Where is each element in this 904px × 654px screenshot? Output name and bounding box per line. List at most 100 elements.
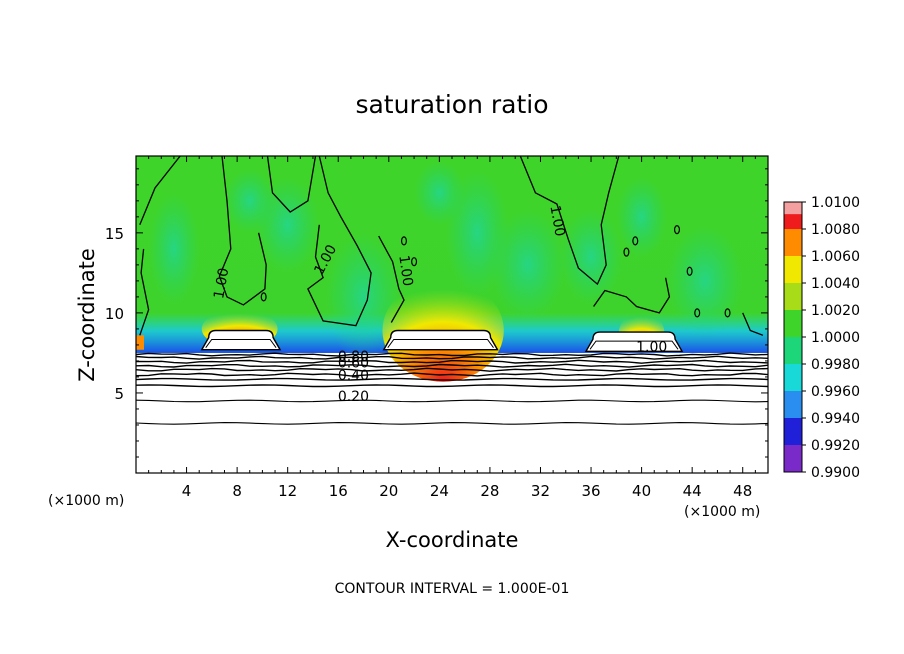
contour-loop bbox=[686, 266, 693, 276]
colorbar-label: 0.9900 bbox=[811, 465, 860, 481]
x-tick-label: 16 bbox=[329, 482, 348, 500]
moisture-plume bbox=[224, 168, 276, 233]
colorbar-swatch bbox=[784, 445, 802, 472]
contour-loop bbox=[673, 225, 680, 235]
contour-line-1.00 bbox=[307, 156, 372, 327]
colorbar-swatch bbox=[784, 337, 802, 364]
x-tick-label: 32 bbox=[531, 482, 550, 500]
cloud-region bbox=[200, 329, 282, 351]
cloud-region bbox=[584, 331, 684, 353]
x-tick-label: 20 bbox=[379, 482, 398, 500]
x-tick-label: 12 bbox=[278, 482, 297, 500]
contour-line bbox=[136, 384, 768, 388]
contour-label: 1.00 bbox=[211, 267, 232, 300]
x-tick-label: 24 bbox=[430, 482, 449, 500]
contour-loop bbox=[411, 257, 418, 267]
contour-line-1.00 bbox=[519, 156, 620, 286]
moisture-plume bbox=[666, 224, 743, 337]
colorbar-swatch-top bbox=[784, 202, 802, 215]
colorbar-label: 0.9920 bbox=[811, 438, 860, 454]
contour-line bbox=[136, 377, 768, 381]
contour-line-1.00 bbox=[266, 156, 317, 213]
z-axis: 5 10 15 bbox=[105, 168, 768, 458]
moisture-plume bbox=[616, 176, 667, 257]
z-axis-title: Z-coordinate bbox=[75, 248, 99, 382]
contour-line bbox=[136, 359, 768, 364]
colorbar-swatch bbox=[784, 364, 802, 391]
colorbar-label: 1.0080 bbox=[811, 222, 860, 238]
x-tick-label: 44 bbox=[683, 482, 702, 500]
x-tick-label: 40 bbox=[632, 482, 651, 500]
contour-interval-note: CONTOUR INTERVAL = 1.000E-01 bbox=[335, 581, 570, 597]
contour-line bbox=[136, 367, 768, 372]
colorbar-label: 1.0000 bbox=[811, 330, 860, 346]
contour-line bbox=[136, 399, 768, 403]
z-tick-label: 5 bbox=[114, 385, 124, 403]
x-tick-label: 48 bbox=[733, 482, 752, 500]
colorbar: 0.9900 0.9920 0.9940 0.9960 0.9980 1.0000 1.00… bbox=[783, 195, 860, 481]
plot-area: 1.001.00 1.001.001.000.800.600.400.20 bbox=[136, 156, 768, 473]
contour-line-1.00 bbox=[139, 156, 181, 226]
contour-line-1.00 bbox=[742, 312, 764, 336]
contour-loop bbox=[632, 236, 639, 246]
contour-label: 0.20 bbox=[338, 389, 369, 405]
cloud-regions bbox=[200, 329, 684, 353]
contour-label: 1.00 bbox=[546, 204, 567, 237]
z-unit-label: (×1000 m) bbox=[48, 493, 124, 509]
contour-label: 0.60 bbox=[338, 355, 369, 371]
x-axis-title: X-coordinate bbox=[386, 528, 519, 552]
x-tick-label: 4 bbox=[182, 482, 192, 500]
moisture-plume bbox=[325, 232, 402, 361]
moisture-plume bbox=[489, 208, 566, 321]
x-tick-label: 8 bbox=[232, 482, 242, 500]
contour-line bbox=[136, 355, 768, 360]
contour-label: 0.40 bbox=[338, 368, 369, 384]
contour-label: 1.00 bbox=[395, 254, 415, 287]
colorbar-swatch bbox=[784, 391, 802, 418]
colorbar-swatch bbox=[784, 256, 802, 283]
colorbar-label: 1.0060 bbox=[811, 249, 860, 265]
contour-line bbox=[136, 422, 768, 425]
contour-line-1.00 bbox=[593, 277, 671, 314]
colorbar-label: 0.9980 bbox=[811, 357, 860, 373]
x-tick-label: 36 bbox=[581, 482, 600, 500]
moisture-plume bbox=[559, 208, 623, 305]
cloud-inner-contour bbox=[387, 339, 494, 349]
x-unit-label: (×1000 m) bbox=[684, 504, 760, 520]
z-tick-label: 10 bbox=[105, 305, 124, 323]
cloud-inner-contour bbox=[205, 339, 277, 349]
colorbar-swatch bbox=[784, 310, 802, 337]
colorbar-swatch bbox=[784, 418, 802, 445]
z-tick-label: 15 bbox=[105, 225, 124, 243]
contour-line-1.00 bbox=[378, 235, 405, 323]
contour-loop bbox=[724, 308, 731, 318]
colorbar-label: 1.0020 bbox=[811, 303, 860, 319]
contour-line bbox=[136, 363, 768, 368]
contour-line bbox=[136, 352, 768, 357]
x-tick-label: 28 bbox=[480, 482, 499, 500]
contour-loop bbox=[400, 236, 407, 246]
contour-label: 1.00 bbox=[636, 339, 667, 355]
contour-loop bbox=[260, 292, 267, 302]
contour-line-1.00 bbox=[218, 156, 267, 306]
colorbar-swatch bbox=[784, 229, 802, 256]
contour-loop bbox=[623, 247, 630, 257]
contour-label: 0.80 bbox=[338, 349, 369, 365]
contour-labels: 1.001.00 1.001.001.000.800.600.400.20 bbox=[211, 204, 667, 405]
colorbar-label: 1.0100 bbox=[811, 195, 860, 211]
colorbar-label: 1.0040 bbox=[811, 276, 860, 292]
chart-title: saturation ratio bbox=[355, 90, 548, 119]
colorbar-label: 0.9940 bbox=[811, 411, 860, 427]
x-axis: 4 8 12 16 20 24 28 32 36 40 44 48 bbox=[148, 156, 756, 500]
contour-loop bbox=[694, 308, 701, 318]
moisture-plume bbox=[414, 160, 465, 225]
moisture-plume bbox=[148, 192, 200, 305]
saturation-field bbox=[136, 160, 768, 473]
cloud-region bbox=[382, 329, 499, 351]
edge-spot bbox=[136, 335, 144, 350]
contour-line-1.00 bbox=[139, 248, 150, 336]
colorbar-label: 0.9960 bbox=[811, 384, 860, 400]
colorbar-swatch bbox=[784, 283, 802, 310]
contour-lines bbox=[136, 156, 768, 425]
